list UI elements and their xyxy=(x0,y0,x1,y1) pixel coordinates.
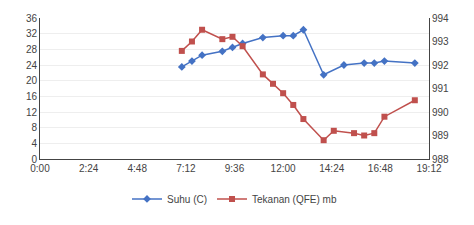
svg-text:32: 32 xyxy=(26,28,38,39)
svg-text:14:24: 14:24 xyxy=(319,163,344,174)
svg-text:16: 16 xyxy=(26,91,38,102)
svg-text:12: 12 xyxy=(26,107,38,118)
svg-text:28: 28 xyxy=(26,44,38,55)
svg-text:12:00: 12:00 xyxy=(271,163,296,174)
svg-text:2:24: 2:24 xyxy=(79,163,99,174)
svg-text:992: 992 xyxy=(432,60,449,71)
svg-text:7:12: 7:12 xyxy=(176,163,196,174)
svg-text:0:00: 0:00 xyxy=(30,163,50,174)
svg-text:0: 0 xyxy=(31,154,37,165)
svg-text:4:48: 4:48 xyxy=(128,163,148,174)
svg-text:20: 20 xyxy=(26,75,38,86)
svg-text:9:36: 9:36 xyxy=(225,163,245,174)
svg-text:991: 991 xyxy=(432,83,449,94)
svg-text:993: 993 xyxy=(432,36,449,47)
svg-text:990: 990 xyxy=(432,107,449,118)
svg-text:Suhu (C): Suhu (C) xyxy=(167,194,207,205)
svg-text:989: 989 xyxy=(432,130,449,141)
svg-text:994: 994 xyxy=(432,13,449,24)
svg-text:8: 8 xyxy=(31,122,37,133)
svg-text:19:12: 19:12 xyxy=(416,163,441,174)
svg-text:16:48: 16:48 xyxy=(368,163,393,174)
svg-text:24: 24 xyxy=(26,60,38,71)
svg-text:4: 4 xyxy=(31,138,37,149)
svg-text:Tekanan (QFE) mb: Tekanan (QFE) mb xyxy=(252,194,337,205)
svg-text:988: 988 xyxy=(432,154,449,165)
svg-text:36: 36 xyxy=(26,13,38,24)
